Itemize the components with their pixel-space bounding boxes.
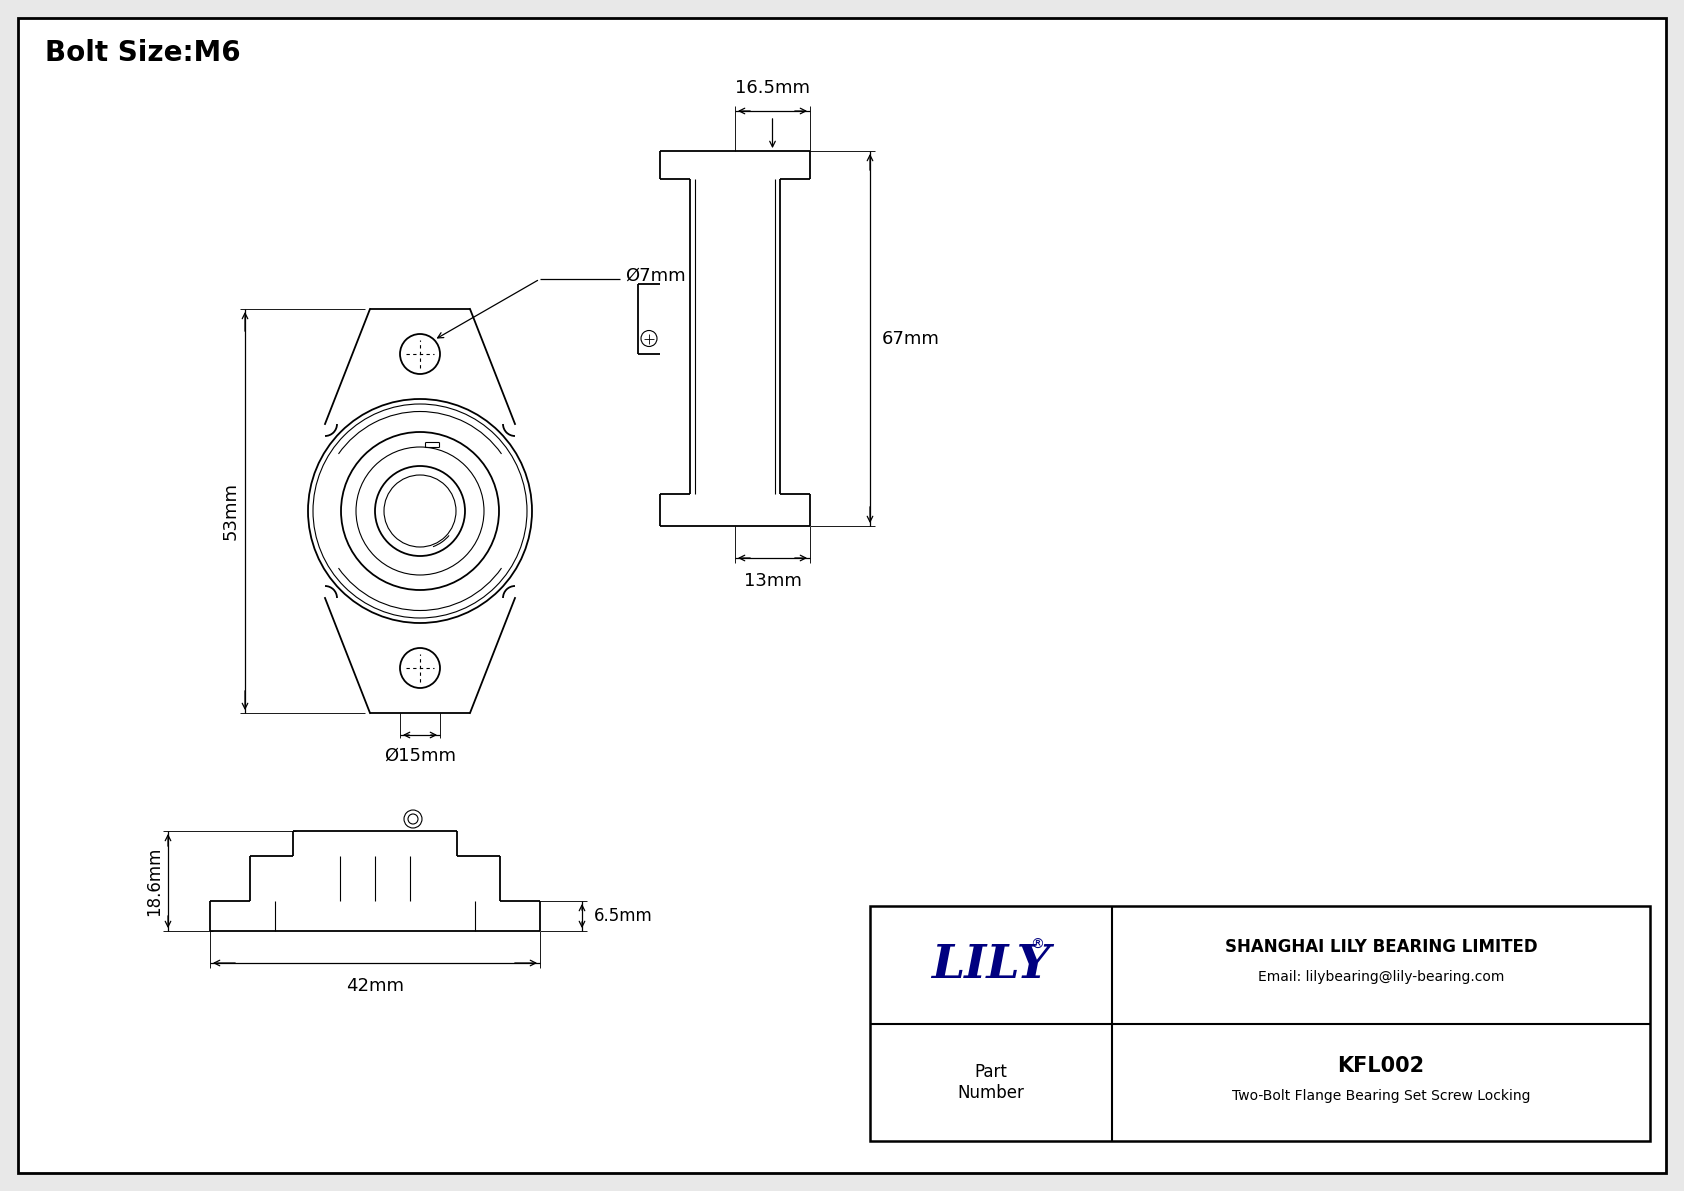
Text: Two-Bolt Flange Bearing Set Screw Locking: Two-Bolt Flange Bearing Set Screw Lockin… [1231,1090,1531,1103]
Text: Bolt Size:M6: Bolt Size:M6 [45,39,241,67]
Text: 16.5mm: 16.5mm [734,79,810,96]
Text: KFL002: KFL002 [1337,1056,1425,1077]
Text: 18.6mm: 18.6mm [145,847,163,916]
Text: 13mm: 13mm [744,572,802,590]
Text: Ø7mm: Ø7mm [625,267,685,285]
Text: 53mm: 53mm [222,482,241,540]
Text: 42mm: 42mm [345,977,404,994]
Text: Ø15mm: Ø15mm [384,747,456,765]
Text: 6.5mm: 6.5mm [594,908,653,925]
Text: SHANGHAI LILY BEARING LIMITED: SHANGHAI LILY BEARING LIMITED [1224,937,1537,955]
Text: ®: ® [1031,937,1044,952]
Text: LILY: LILY [931,942,1051,987]
Text: 67mm: 67mm [882,330,940,348]
Bar [871,906,1650,1141]
Text: Part
Number: Part Number [958,1062,1024,1102]
Text: Email: lilybearing@lily-bearing.com: Email: lilybearing@lily-bearing.com [1258,969,1504,984]
